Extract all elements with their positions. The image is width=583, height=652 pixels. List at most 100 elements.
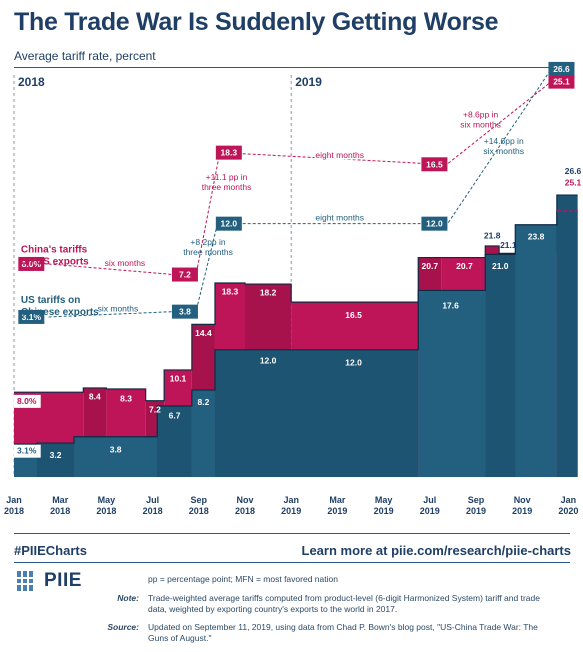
bar-label: 7.2 bbox=[149, 404, 161, 414]
x-tick-year: 2019 bbox=[374, 506, 394, 516]
us-step-bar bbox=[191, 390, 215, 477]
year-label: 2018 bbox=[18, 75, 45, 89]
us-step-bar bbox=[157, 405, 192, 477]
x-tick-label: May bbox=[375, 495, 393, 505]
us-change-note: six months bbox=[483, 146, 524, 156]
china-connector-label: six months bbox=[105, 258, 146, 268]
bar-label: 18.2 bbox=[260, 288, 277, 298]
bar-label: 21.1 bbox=[500, 240, 517, 250]
bar-label: 25.1 bbox=[565, 178, 582, 188]
bar-label: 12.0 bbox=[345, 358, 362, 368]
us-step-bar bbox=[74, 436, 158, 477]
us-value-box bbox=[421, 216, 448, 231]
x-tick-year: 2018 bbox=[235, 506, 255, 516]
us-step-bar bbox=[214, 349, 419, 477]
bar-label: 3.1% bbox=[17, 446, 37, 456]
bar-label: 18.3 bbox=[222, 287, 239, 297]
bar-label: 3.8 bbox=[110, 445, 122, 455]
bar-label: 8.4 bbox=[89, 392, 101, 402]
china-value-box bbox=[548, 74, 575, 89]
bar-label: 26.6 bbox=[565, 166, 582, 176]
china-change-note: +11.1 pp in bbox=[206, 172, 248, 182]
china-value-box-label: 7.2 bbox=[179, 270, 191, 280]
footer-rule bbox=[14, 562, 570, 563]
x-tick-label: Jan bbox=[283, 495, 299, 505]
china-series-label: on US exports bbox=[21, 256, 89, 267]
chart-subtitle: Average tariff rate, percent bbox=[14, 49, 156, 63]
bar-label: 8.3 bbox=[120, 394, 132, 404]
hashtag[interactable]: #PIIECharts bbox=[14, 543, 87, 558]
china-value-box bbox=[171, 267, 198, 282]
note-label: Note: bbox=[117, 593, 139, 603]
us-step-bar bbox=[418, 290, 486, 477]
us-value-box-label: 26.6 bbox=[553, 64, 570, 74]
us-change-note: +14.6pp in bbox=[484, 136, 524, 146]
piie-logo: PIIE bbox=[16, 568, 82, 594]
bar-label-box bbox=[13, 444, 41, 458]
x-tick-label: Jul bbox=[423, 495, 436, 505]
bar-label: 17.6 bbox=[442, 300, 459, 310]
china-value-box bbox=[18, 256, 45, 271]
us-value-box bbox=[215, 216, 242, 231]
bottom-rule bbox=[14, 533, 570, 534]
bar-label: 3.2 bbox=[50, 450, 62, 460]
us-connector-label: eight months bbox=[315, 212, 364, 222]
us-connector bbox=[196, 224, 218, 310]
x-tick-label: Jul bbox=[146, 495, 159, 505]
x-tick-label: Sep bbox=[468, 495, 485, 505]
us-value-box bbox=[18, 309, 45, 324]
china-step-line bbox=[14, 210, 578, 402]
x-tick-year: 2018 bbox=[189, 506, 209, 516]
china-value-box bbox=[215, 145, 242, 160]
bar-label: 21.0 bbox=[492, 261, 509, 271]
source-text: Updated on September 11, 2019, using dat… bbox=[148, 622, 538, 643]
us-change-note: three months bbox=[183, 247, 233, 257]
us-value-box bbox=[548, 61, 575, 76]
bar-label: 8.2 bbox=[198, 397, 210, 407]
x-tick-year: 2019 bbox=[420, 506, 440, 516]
china-change-note: three months bbox=[202, 182, 252, 192]
x-tick-year: 2019 bbox=[281, 506, 301, 516]
us-series-label: Chinese exports bbox=[21, 307, 99, 318]
x-tick-label: Jan bbox=[6, 495, 22, 505]
china-connector-label: eight months bbox=[315, 150, 364, 160]
bar-label: 14.4 bbox=[195, 328, 212, 338]
bar-label: 20.7 bbox=[422, 261, 439, 271]
learn-more-link[interactable]: Learn more at piie.com/research/piie-cha… bbox=[301, 543, 572, 558]
x-tick-label: Mar bbox=[52, 495, 69, 505]
x-tick-label: May bbox=[98, 495, 116, 505]
china-connector bbox=[195, 153, 221, 273]
us-connector bbox=[48, 311, 174, 318]
us-step-bar bbox=[37, 443, 75, 477]
us-step-bar bbox=[485, 254, 516, 477]
x-tick-year: 2018 bbox=[96, 506, 116, 516]
us-change-note: +8.2pp in bbox=[190, 237, 225, 247]
bar-label: 20.7 bbox=[456, 261, 473, 271]
bar-label: 6.7 bbox=[169, 411, 181, 421]
china-value-box-label: 25.1 bbox=[553, 77, 570, 87]
china-value-box-label: 18.3 bbox=[221, 148, 238, 158]
bar-label: 8.0% bbox=[17, 396, 37, 406]
x-tick-year: 2019 bbox=[466, 506, 486, 516]
x-tick-year: 2018 bbox=[4, 506, 24, 516]
china-series-label: China's tariffs bbox=[21, 244, 88, 255]
source-label: Source: bbox=[107, 622, 139, 632]
x-tick-year: 2020 bbox=[558, 506, 578, 516]
year-label: 2019 bbox=[295, 75, 322, 89]
x-tick-year: 2018 bbox=[50, 506, 70, 516]
us-value-box-label: 3.8 bbox=[179, 307, 191, 317]
us-value-box-label: 3.1% bbox=[22, 312, 42, 322]
us-connector bbox=[447, 70, 551, 223]
us-value-box bbox=[171, 304, 198, 319]
china-value-box-label: 16.5 bbox=[426, 159, 443, 169]
bar-label-box bbox=[13, 394, 41, 408]
x-tick-label: Sep bbox=[191, 495, 208, 505]
us-step-bar bbox=[515, 224, 557, 477]
x-tick-label: Jan bbox=[561, 495, 577, 505]
x-tick-label: Mar bbox=[329, 495, 346, 505]
china-value-box bbox=[421, 157, 448, 172]
note-text: Trade-weighted average tariffs computed … bbox=[148, 593, 540, 614]
us-step-bar bbox=[556, 195, 578, 478]
x-tick-year: 2018 bbox=[143, 506, 163, 516]
piie-logo-icon bbox=[17, 571, 33, 591]
